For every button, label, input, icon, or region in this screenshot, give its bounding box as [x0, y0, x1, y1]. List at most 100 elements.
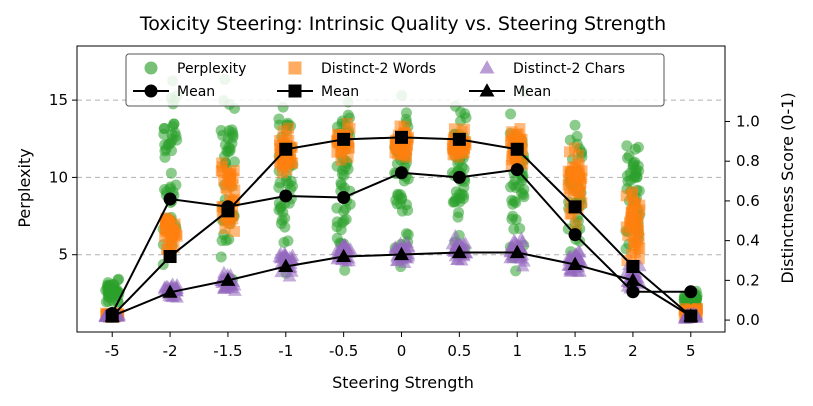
- y-tick-label-right: 0.2: [736, 271, 760, 289]
- legend-marker: [144, 61, 158, 75]
- chart-title: Toxicity Steering: Intrinsic Quality vs.…: [139, 13, 666, 35]
- legend-label: Mean: [513, 84, 551, 100]
- y-tick-label-right: 0.8: [736, 152, 760, 170]
- distinct2-words-point: [166, 238, 178, 250]
- distinct2-words-point: [448, 143, 460, 155]
- mean-marker: [684, 285, 698, 299]
- mean-marker: [451, 244, 467, 259]
- legend-label: Perplexity: [177, 61, 246, 77]
- perplexity-point: [338, 169, 350, 181]
- perplexity-point: [506, 213, 518, 225]
- y-tick-label-left: 5: [58, 246, 68, 264]
- perplexity-point: [400, 107, 412, 119]
- distinct2-words-point: [566, 208, 578, 220]
- x-tick-label: -1: [278, 342, 293, 360]
- perplexity-point: [453, 207, 465, 219]
- scatter-points: [98, 73, 704, 324]
- distinct2-chars-point: [503, 251, 518, 264]
- mean-marker: [395, 166, 408, 180]
- y-axis-label-right: Distinctness Score (0-1): [778, 92, 797, 283]
- perplexity-point: [621, 170, 633, 182]
- distinct2-words-point: [397, 138, 409, 150]
- perplexity-point: [505, 108, 517, 120]
- perplexity-point: [275, 218, 287, 230]
- distinct2-words-point: [280, 159, 292, 171]
- distinct2-words-point: [625, 212, 637, 224]
- distinct2-words-point: [634, 199, 646, 211]
- legend-label: Distinct-2 Words: [321, 61, 436, 77]
- y-tick-label-right: 0.0: [736, 311, 760, 329]
- distinct2-chars-point: [217, 281, 232, 294]
- perplexity-point: [165, 167, 177, 179]
- perplexity-point: [282, 235, 294, 247]
- mean-marker: [278, 258, 294, 272]
- mean-marker: [395, 130, 408, 144]
- mean-marker: [510, 142, 524, 156]
- legend-label: Mean: [321, 84, 359, 100]
- distinct2-chars-point: [515, 259, 530, 272]
- x-tick-label: 1.5: [563, 342, 587, 360]
- legend-marker: [479, 60, 495, 74]
- x-tick-label: -5: [105, 342, 120, 360]
- distinct2-words-point: [342, 151, 354, 163]
- distinct2-words-point: [628, 197, 640, 209]
- distinct2-words-point: [572, 149, 584, 161]
- y-tick-label-right: 0.4: [736, 232, 760, 250]
- distinct2-words-point: [335, 154, 347, 166]
- perplexity-point: [158, 128, 170, 140]
- mean-marker: [221, 204, 235, 218]
- mean-marker: [337, 132, 351, 146]
- y-tick-label-right: 0.6: [736, 192, 760, 210]
- mean-marker: [510, 163, 524, 177]
- perplexity-point: [394, 198, 406, 210]
- perplexity-point: [506, 194, 518, 206]
- distinct2-words-point: [625, 206, 637, 218]
- legend-label: Mean: [177, 84, 215, 100]
- perplexity-point: [215, 251, 227, 263]
- mean-marker: [279, 189, 293, 203]
- mean-marker: [568, 228, 582, 242]
- distinct2-words-point: [517, 158, 529, 170]
- distinct2-chars-point: [400, 235, 414, 248]
- distinct2-words-point: [505, 136, 517, 148]
- distinct2-words-point: [215, 165, 227, 177]
- distinct2-words-point: [392, 148, 404, 160]
- distinct2-words-point: [160, 217, 172, 229]
- legend-box: [125, 53, 665, 107]
- legend-marker: [288, 84, 302, 98]
- perplexity-point: [454, 196, 466, 208]
- legend: Perplexity Distinct-2 Words Distinct-2 Cha…: [125, 53, 665, 107]
- perplexity-point: [621, 140, 633, 152]
- distinct2-words-point: [343, 142, 355, 154]
- mean-marker: [452, 132, 466, 146]
- perplexity-point: [107, 289, 119, 301]
- distinct2-words-point: [506, 126, 518, 138]
- distinct2-words-point: [274, 158, 286, 170]
- distinct2-words-point: [400, 149, 412, 161]
- x-tick-label: 0.5: [447, 342, 471, 360]
- mean-marker: [162, 284, 178, 298]
- perplexity-point: [228, 156, 240, 168]
- mean-marker: [568, 200, 582, 214]
- distinct2-words-point: [282, 122, 294, 134]
- perplexity-point: [226, 137, 238, 149]
- mean-marker: [452, 170, 466, 184]
- x-tick-label: 2: [628, 342, 638, 360]
- distinct2-words-point: [563, 182, 575, 194]
- distinct2-words-point: [274, 135, 286, 147]
- mean-marker: [509, 244, 525, 259]
- perplexity-point: [392, 188, 404, 200]
- distinct2-words-point: [574, 186, 586, 198]
- perplexity-point: [631, 171, 643, 183]
- perplexity-point: [102, 279, 114, 291]
- perplexity-point: [166, 134, 178, 146]
- perplexity-point: [338, 215, 350, 227]
- mean-marker: [220, 272, 236, 286]
- x-tick-label: -2: [163, 342, 178, 360]
- legend-marker: [144, 84, 158, 98]
- mean-marker: [163, 250, 177, 264]
- distinct2-words-point: [223, 167, 235, 179]
- perplexity-point: [569, 119, 581, 131]
